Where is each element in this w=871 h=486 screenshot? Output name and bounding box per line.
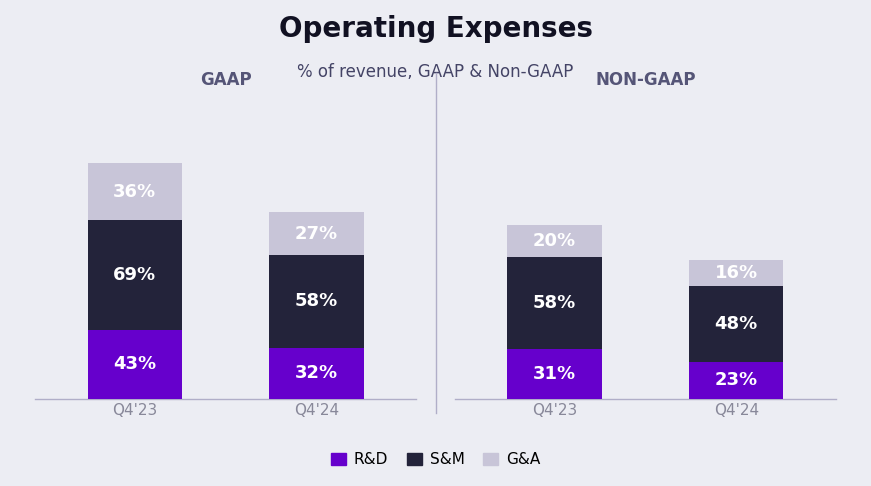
Text: 16%: 16% [715, 264, 758, 282]
Legend: R&D, S&M, G&A: R&D, S&M, G&A [325, 446, 546, 473]
Bar [87, 330, 182, 399]
Text: 32%: 32% [295, 364, 338, 382]
Text: 31%: 31% [533, 365, 576, 383]
Bar [87, 220, 182, 330]
Text: 58%: 58% [533, 294, 576, 312]
Bar [689, 362, 784, 399]
Bar [269, 255, 364, 347]
Bar [269, 212, 364, 255]
Bar [507, 349, 602, 399]
Text: 69%: 69% [113, 266, 156, 284]
Bar [507, 257, 602, 349]
Bar [689, 286, 784, 362]
Text: 20%: 20% [533, 232, 576, 250]
Bar [689, 260, 784, 286]
Text: 27%: 27% [295, 225, 338, 243]
Bar [269, 347, 364, 399]
Text: 58%: 58% [295, 293, 338, 311]
Text: GAAP: GAAP [199, 71, 252, 89]
Text: 43%: 43% [113, 355, 156, 373]
Bar [507, 225, 602, 257]
Text: 48%: 48% [714, 315, 758, 333]
Text: NON-GAAP: NON-GAAP [595, 71, 696, 89]
Text: 36%: 36% [113, 183, 156, 201]
Text: % of revenue, GAAP & Non-GAAP: % of revenue, GAAP & Non-GAAP [297, 63, 574, 81]
Bar [87, 163, 182, 220]
Text: 23%: 23% [715, 371, 758, 389]
Text: Operating Expenses: Operating Expenses [279, 15, 592, 43]
